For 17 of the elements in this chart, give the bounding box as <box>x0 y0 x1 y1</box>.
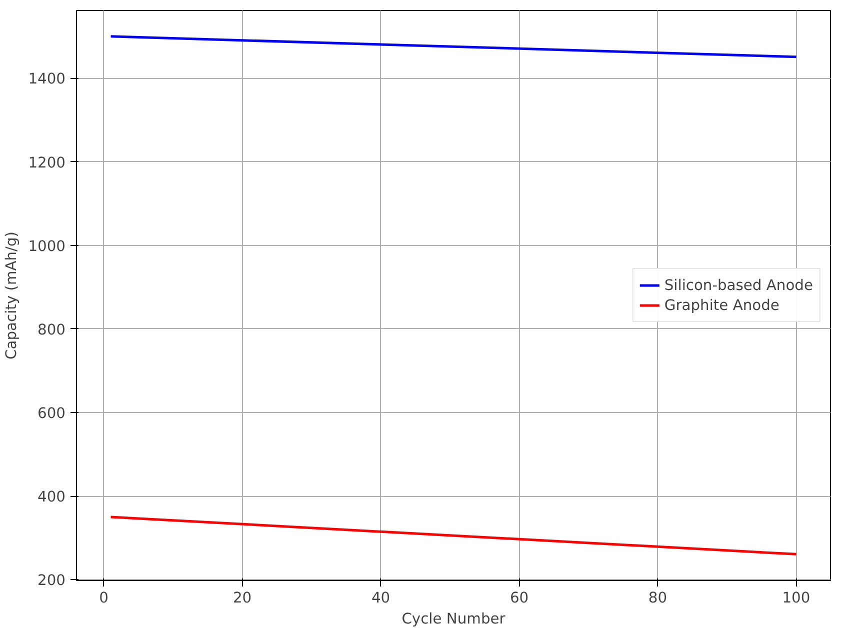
legend-label: Silicon-based Anode <box>664 276 813 294</box>
x-tick-label: 80 <box>648 590 668 606</box>
x-tick-label: 20 <box>233 590 252 606</box>
x-tick-label: 60 <box>510 590 529 606</box>
x-axis-title: Cycle Number <box>402 610 506 628</box>
y-tick-label: 200 <box>38 572 66 590</box>
x-tick-label: 40 <box>371 590 390 606</box>
y-axis-title: Capacity (mAh/g) <box>3 232 20 360</box>
y-tick-label: 1400 <box>28 70 66 88</box>
legend-label: Graphite Anode <box>664 296 780 314</box>
y-tick-label: 600 <box>38 405 66 422</box>
y-tick-label: 400 <box>38 488 66 506</box>
y-tick-label: 1200 <box>28 154 66 172</box>
y-tick-label: 800 <box>38 321 66 338</box>
x-tick-label: 100 <box>782 590 810 606</box>
x-tick-label: 0 <box>99 590 109 606</box>
y-tick-label: 1000 <box>28 238 66 255</box>
